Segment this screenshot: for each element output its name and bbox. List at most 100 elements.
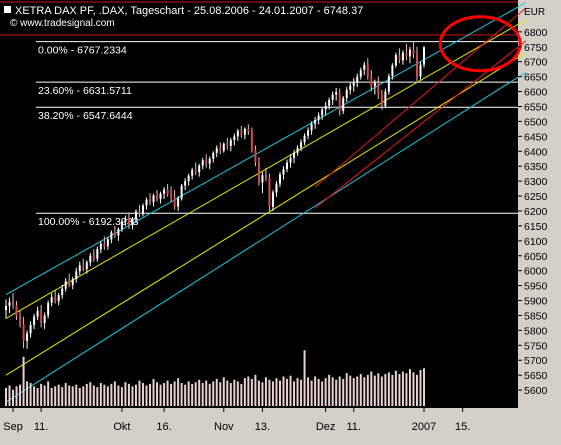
candle-body [106, 239, 109, 247]
candle-body [363, 64, 366, 71]
fib-level-label: 100.00% - 6192.3933 [38, 216, 139, 228]
candle-body [405, 52, 408, 57]
candle-body [391, 65, 394, 77]
candle-body [314, 119, 317, 124]
candle-body [293, 152, 296, 158]
y-tick-label: 5850 [524, 310, 548, 322]
candle-body [68, 281, 71, 286]
volume-bar [405, 373, 408, 406]
candle-body [198, 165, 201, 173]
candle-body [47, 302, 50, 316]
volume-bar [293, 381, 296, 406]
y-tick-label: 6650 [524, 72, 548, 84]
candle-body [408, 49, 411, 57]
volume-bar [286, 378, 289, 406]
volume-bar [394, 370, 397, 406]
volume-bar [236, 381, 239, 406]
volume-bar [370, 371, 373, 406]
volume-bar [40, 383, 43, 406]
candle-body [328, 99, 331, 106]
candle-body [370, 76, 373, 87]
volume-bar [352, 378, 355, 406]
candle-body [22, 323, 25, 341]
volume-bar [247, 376, 250, 406]
candle-body [110, 232, 113, 240]
candle-body [15, 305, 18, 317]
candle-body [89, 255, 92, 263]
volume-bar [296, 378, 299, 406]
volume-bar [127, 383, 130, 406]
candle-body [166, 189, 169, 195]
volume-bar [215, 378, 218, 406]
volume-bar [22, 356, 25, 406]
candle-body [156, 195, 159, 200]
candle-body [64, 281, 67, 289]
x-tick-label: Okt [113, 421, 130, 433]
candle-body [184, 181, 187, 186]
candle-body [352, 82, 355, 86]
candle-body [96, 249, 99, 259]
volume-bar [152, 378, 155, 406]
volume-bar [268, 379, 271, 406]
candle-body [286, 162, 289, 170]
candle-body [78, 265, 81, 272]
volume-bar [331, 377, 334, 406]
y-tick-label: 6100 [524, 236, 548, 248]
volume-bar [131, 386, 134, 406]
candle-body [243, 128, 246, 135]
candles [5, 41, 425, 349]
volume-bar [184, 384, 187, 406]
x-tick-label: 11. [34, 421, 48, 433]
candle-body [120, 221, 123, 229]
candle-body [419, 64, 422, 77]
y-tick-label: 6600 [524, 87, 548, 99]
candle-body [180, 185, 183, 199]
candle-body [145, 199, 148, 206]
volume-bar [117, 385, 120, 406]
volume-bar [415, 374, 418, 406]
candle-body [12, 302, 15, 306]
volume-bar [110, 383, 113, 406]
candle-body [187, 175, 190, 182]
volume-bar [124, 382, 127, 406]
candle-body [8, 302, 11, 306]
volume-bar [307, 377, 310, 406]
candle-body [278, 174, 281, 184]
y-tick-label: 5600 [524, 385, 548, 397]
candle-body [335, 92, 338, 95]
volume-bar [187, 381, 190, 406]
volume-bar [212, 381, 215, 406]
candle-body [85, 262, 88, 270]
candle-body [194, 169, 197, 173]
channel-line-yellow [5, 52, 527, 376]
volume-bar [240, 383, 243, 406]
volume-bar [384, 374, 387, 406]
volume-bar [321, 381, 324, 406]
volume-bar [96, 387, 99, 406]
source-watermark: © www.tradesignal.com [10, 18, 115, 29]
currency-label: EUR [524, 7, 545, 18]
highlight-ellipse [438, 15, 522, 73]
y-tick-label: 5750 [524, 340, 548, 352]
chart-menu-icon[interactable] [4, 6, 11, 13]
candle-body [75, 271, 78, 280]
volume-bar [317, 378, 320, 406]
candle-body [92, 255, 95, 259]
volume-bar [170, 383, 173, 406]
volume-bar [264, 377, 267, 406]
volume-bar [423, 368, 425, 406]
channel-line-cyan [5, 2, 527, 295]
candle-body [222, 143, 225, 151]
candle-body [415, 54, 418, 77]
volume-bar [191, 383, 194, 406]
volume-bar [92, 385, 95, 406]
volume-bar [359, 374, 362, 406]
fib-level-label: 38.20% - 6547.6444 [38, 110, 133, 122]
volume-bar [257, 380, 260, 406]
candle-body [423, 47, 425, 65]
candle-body [359, 70, 362, 77]
volume-bar [106, 386, 109, 406]
volume-bar [198, 379, 201, 406]
channel-line-red [314, 7, 527, 188]
